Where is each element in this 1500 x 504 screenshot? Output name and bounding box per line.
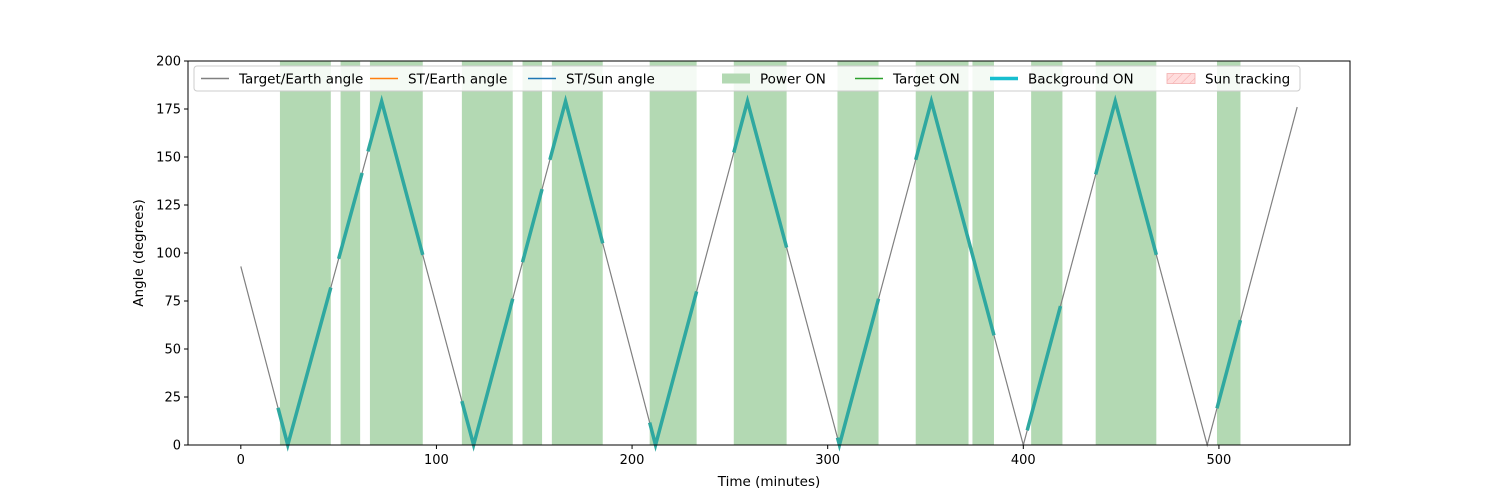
power-on-band	[279, 61, 331, 445]
x-tick-label: 300	[815, 453, 840, 468]
power-on-band	[369, 61, 423, 445]
legend-label: Background ON	[1028, 72, 1134, 88]
power-on-band	[649, 61, 697, 445]
y-tick-label: 25	[164, 391, 181, 406]
power-on-band	[972, 61, 994, 445]
background-on-segment	[1215, 319, 1243, 409]
legend: Target/Earth angle ST/Earth angle ST/Sun a…	[193, 65, 1301, 92]
power-on-band	[340, 61, 361, 445]
legend-label: Target/Earth angle	[238, 72, 363, 88]
background-on-segment	[732, 94, 789, 249]
background-on-segment	[1025, 305, 1063, 431]
y-tick-label: 75	[164, 295, 181, 310]
legend-entry: ST/Sun angle	[528, 72, 655, 88]
legend-swatch-hatch	[1167, 73, 1195, 84]
background-on-segment	[366, 94, 425, 256]
y-tick-label: 200	[156, 55, 181, 70]
x-axis-label: Time (minutes)	[717, 474, 821, 490]
legend-label: Sun tracking	[1205, 72, 1290, 88]
legend-swatch	[722, 73, 750, 84]
legend-entry: Power ON	[722, 72, 826, 88]
power-on-band	[461, 61, 513, 445]
background-on-segment	[548, 94, 605, 244]
legend-entry: Background ON	[990, 72, 1134, 88]
x-tick-label: 100	[424, 453, 449, 468]
power-on-band	[837, 61, 879, 445]
y-tick-label: 175	[156, 103, 181, 118]
power-on-band	[915, 61, 969, 445]
x-tick-label: 0	[237, 453, 245, 468]
legend-entry: Sun tracking	[1166, 72, 1290, 88]
y-tick-label: 100	[156, 247, 181, 262]
x-tick-label: 400	[1011, 453, 1036, 468]
y-axis-ticks: 0 25 50 75 100 125 150 175 200	[156, 55, 188, 454]
background-on-segment	[1093, 94, 1159, 256]
y-tick-label: 50	[164, 343, 181, 358]
x-axis-ticks: 0 100 200 300 400 500	[237, 445, 1232, 468]
legend-entry: Target/Earth angle	[201, 72, 363, 88]
y-tick-label: 0	[173, 439, 181, 454]
power-on-band	[1031, 61, 1063, 445]
y-axis-label: Angle (degrees)	[131, 199, 147, 307]
power-on-band	[1216, 61, 1241, 445]
background-on-segment	[914, 94, 996, 336]
legend-label: ST/Earth angle	[408, 72, 507, 88]
power-on-band	[1095, 61, 1157, 445]
legend-label: ST/Sun angle	[566, 72, 655, 88]
background-on-segment	[520, 188, 544, 263]
power-on-band	[522, 61, 543, 445]
x-tick-label: 200	[620, 453, 645, 468]
background-on-segment	[336, 172, 364, 260]
x-tick-label: 500	[1207, 453, 1232, 468]
legend-label: Power ON	[760, 72, 826, 88]
y-tick-label: 150	[156, 151, 181, 166]
legend-label: Target ON	[892, 72, 960, 88]
y-tick-label: 125	[156, 199, 181, 214]
legend-entry: Target ON	[855, 72, 960, 88]
legend-entry: ST/Earth angle	[370, 72, 507, 88]
